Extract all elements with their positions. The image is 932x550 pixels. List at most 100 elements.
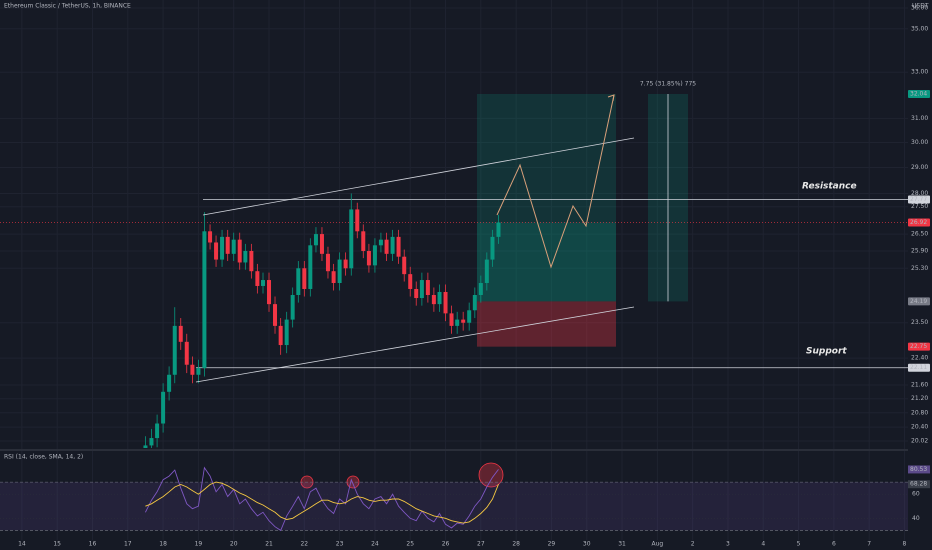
candle-body bbox=[161, 391, 166, 424]
y-tick-label: 26.50 bbox=[911, 231, 928, 238]
candle-body bbox=[361, 231, 366, 251]
price-tag bbox=[908, 218, 930, 227]
candle-body bbox=[414, 288, 419, 299]
candle-body bbox=[408, 274, 413, 289]
candle-body bbox=[308, 245, 313, 289]
candle-body bbox=[296, 268, 301, 296]
price-tag bbox=[908, 89, 930, 98]
price-tag bbox=[908, 342, 930, 351]
candle-body bbox=[202, 231, 207, 369]
overlay bbox=[195, 94, 635, 383]
price-tag-label: 22.75 bbox=[910, 343, 927, 350]
x-tick-label: 21 bbox=[265, 541, 273, 548]
x-tick-label: 6 bbox=[832, 541, 836, 548]
candle-body bbox=[431, 295, 436, 305]
price-tag bbox=[908, 195, 930, 204]
candle-body bbox=[149, 438, 154, 446]
x-tick-label: 27 bbox=[477, 541, 485, 548]
x-tick-label: Aug bbox=[651, 541, 663, 548]
candle-body bbox=[355, 209, 360, 232]
candle-body bbox=[319, 234, 324, 254]
rsi-band bbox=[0, 482, 908, 531]
price-tag bbox=[908, 363, 930, 372]
support-label: Support bbox=[806, 347, 847, 357]
candle-body bbox=[225, 236, 230, 254]
pane-divider bbox=[0, 449, 908, 451]
x-tick-label: 31 bbox=[618, 541, 626, 548]
loss-zone bbox=[477, 301, 616, 347]
currency: USDT bbox=[912, 3, 929, 10]
x-tick-label: 15 bbox=[53, 541, 61, 548]
candle-body bbox=[190, 364, 195, 375]
candle-body bbox=[273, 304, 278, 326]
price-tag-label: 27.77 bbox=[910, 196, 927, 203]
candle-body bbox=[384, 239, 389, 254]
candle-body bbox=[425, 280, 430, 296]
rsi-value-label: 80.53 bbox=[910, 466, 927, 473]
y-tick-label: 25.30 bbox=[911, 265, 928, 272]
candle-body bbox=[220, 236, 225, 260]
candle-body bbox=[278, 325, 283, 346]
candle-body bbox=[449, 313, 454, 326]
candle-body bbox=[349, 209, 354, 269]
rsi-pane bbox=[0, 462, 908, 532]
candle-body bbox=[284, 319, 289, 346]
candle-body bbox=[196, 368, 201, 375]
candle-body bbox=[255, 271, 260, 286]
candle-body bbox=[372, 245, 377, 266]
price-tag-label: 32.04 bbox=[910, 90, 927, 97]
rsi-tick-label: 40 bbox=[912, 515, 920, 522]
y-tick-label: 36.00 bbox=[911, 5, 928, 12]
resistance-label: Resistance bbox=[802, 182, 857, 192]
x-tick-label: 3 bbox=[726, 541, 730, 548]
candle-body bbox=[419, 280, 424, 299]
y-tick-label: 35.00 bbox=[911, 25, 928, 32]
x-tick-label: 25 bbox=[406, 541, 414, 548]
x-tick-label: 7 bbox=[867, 541, 871, 548]
x-tick-label: 8 bbox=[903, 541, 907, 548]
candle-body bbox=[290, 295, 295, 320]
candle-body bbox=[472, 295, 477, 311]
rsi-title: RSI (14, close, SMA, 14, 2) bbox=[4, 454, 83, 461]
channel-lower bbox=[195, 306, 635, 383]
profit-zone bbox=[477, 93, 616, 302]
candle-body bbox=[184, 341, 189, 365]
chart-title: Ethereum Classic / TetherUS, 1h, BINANCE bbox=[4, 3, 131, 10]
x-tick-label: 5 bbox=[797, 541, 801, 548]
highlight bbox=[478, 462, 504, 488]
candle-body bbox=[378, 239, 383, 246]
rsi-line bbox=[145, 481, 499, 524]
measure-label: 7.75 (31.85%) 775 bbox=[640, 80, 696, 87]
x-tick-label: 29 bbox=[548, 541, 556, 548]
candle-body bbox=[331, 271, 336, 284]
y-tick-label: 21.60 bbox=[911, 381, 928, 388]
y-tick-label: 23.50 bbox=[911, 319, 928, 326]
y-tick-label: 33.00 bbox=[911, 69, 928, 76]
rsi-value-tag bbox=[908, 465, 930, 474]
x-tick-label: 30 bbox=[583, 541, 591, 548]
candle-body bbox=[267, 280, 272, 305]
candle-body bbox=[478, 283, 483, 296]
candle-body bbox=[178, 325, 183, 342]
candle-body bbox=[343, 259, 348, 269]
price-tag-label: 22.11 bbox=[910, 364, 927, 371]
y-tick-label: 31.00 bbox=[911, 115, 928, 122]
x-tick-label: 18 bbox=[159, 541, 167, 548]
x-tick-label: 4 bbox=[761, 541, 765, 548]
y-tick-label: 20.02 bbox=[911, 438, 928, 445]
price-tag-label: 24.19 bbox=[910, 298, 927, 305]
projection-path bbox=[496, 94, 615, 269]
y-tick-label: 27.50 bbox=[911, 203, 928, 210]
x-tick-label: 24 bbox=[371, 541, 379, 548]
candle-body bbox=[396, 236, 401, 257]
candle-body bbox=[484, 259, 489, 284]
candle-body bbox=[214, 242, 219, 260]
x-tick-label: 23 bbox=[336, 541, 344, 548]
x-tick-label: 17 bbox=[124, 541, 132, 548]
candle-body bbox=[455, 319, 460, 326]
price-tag-label: 26.92 bbox=[910, 219, 927, 226]
x-tick-label: 22 bbox=[300, 541, 308, 548]
candle-body bbox=[496, 222, 501, 237]
